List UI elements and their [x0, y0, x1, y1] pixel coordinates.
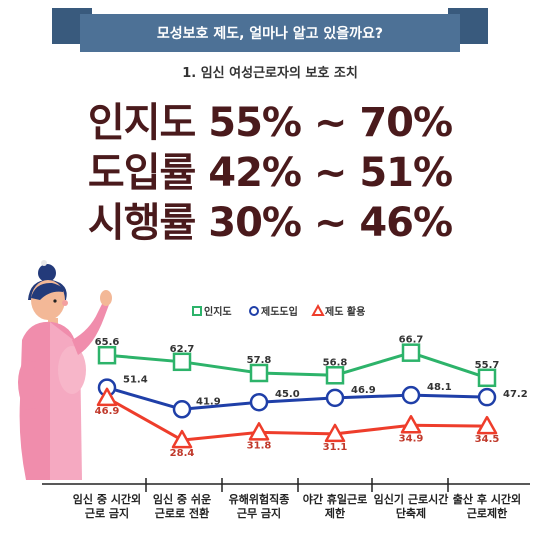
data-label: 66.7 [399, 335, 424, 346]
banner-title: 모성보호 제도, 얼마나 알고 있을까요? [80, 14, 460, 52]
x-tick-label: 근로로 전환 [155, 506, 209, 520]
x-tick-label: 근로제한 [467, 506, 507, 520]
data-label: 57.8 [247, 355, 272, 366]
data-label: 56.8 [323, 357, 348, 368]
section-subtitle: 1. 임신 여성근로자의 보호 조치 [182, 66, 358, 81]
data-label: 62.7 [170, 344, 195, 355]
x-tick-label: 임신기 근로시간 [374, 492, 449, 506]
legend-circle-icon [249, 306, 259, 316]
series-line-0 [106, 351, 488, 380]
data-label: 48.1 [427, 382, 452, 393]
data-label: 45.0 [275, 389, 300, 400]
point-marker-square [477, 368, 497, 388]
data-label: 34.9 [399, 433, 424, 444]
point-marker-square [172, 352, 192, 372]
point-marker-triangle [400, 415, 422, 434]
x-tick-label: 제한 [325, 506, 345, 520]
data-label: 51.4 [123, 375, 148, 386]
point-marker-circle [401, 385, 421, 405]
legend-triangle-icon [311, 303, 325, 316]
data-label: 31.1 [323, 442, 348, 453]
series-line-1 [106, 386, 488, 411]
data-label: 28.4 [170, 448, 195, 459]
point-marker-circle [325, 388, 345, 408]
x-tick-label: 단축제 [396, 506, 426, 520]
data-label: 46.9 [95, 406, 120, 417]
point-marker-square [97, 345, 117, 365]
x-tick-label: 근로 금지 [85, 506, 129, 520]
pregnant-woman-illustration [18, 260, 112, 480]
point-marker-triangle [248, 422, 270, 441]
data-label: 31.8 [247, 440, 272, 451]
point-marker-triangle [476, 415, 498, 435]
point-marker-circle [172, 400, 192, 419]
legend-square-icon [192, 306, 202, 316]
data-label: 46.9 [351, 385, 376, 396]
legend-label: 제도도입 [261, 305, 298, 318]
data-label: 34.5 [475, 434, 500, 445]
stat-awareness: 인지도 55% ~ 70% [87, 100, 453, 146]
data-label: 65.6 [95, 337, 120, 348]
legend-label: 제도 활용 [325, 305, 365, 318]
point-marker-square [325, 366, 345, 385]
x-tick-label: 야간 휴일근로 [303, 492, 368, 506]
point-marker-square [249, 363, 269, 383]
point-marker-circle [477, 387, 497, 407]
point-marker-triangle [324, 423, 346, 443]
data-label: 47.2 [503, 389, 528, 400]
stat-adoption: 도입률 42% ~ 51% [87, 150, 453, 196]
x-tick-label: 유해위험직종 [229, 492, 290, 506]
point-marker-triangle [171, 429, 193, 449]
data-label: 41.9 [196, 396, 221, 407]
data-label: 55.7 [475, 360, 500, 371]
series-line-2 [106, 396, 488, 442]
x-tick-label: 임신 중 쉬운 [153, 492, 211, 506]
stat-usage: 시행률 30% ~ 46% [87, 200, 453, 246]
point-marker-circle [249, 392, 269, 412]
x-tick-label: 임신 중 시간외 [73, 492, 141, 506]
x-tick-label: 출산 후 시간외 [453, 492, 521, 506]
stats-block: 인지도 55% ~ 70% 도입률 42% ~ 51% 시행률 30% ~ 46… [0, 98, 540, 248]
point-marker-square [401, 343, 421, 362]
legend-label: 인지도 [204, 305, 232, 318]
point-marker-triangle [96, 387, 118, 407]
x-tick-label: 근무 금지 [237, 506, 281, 520]
